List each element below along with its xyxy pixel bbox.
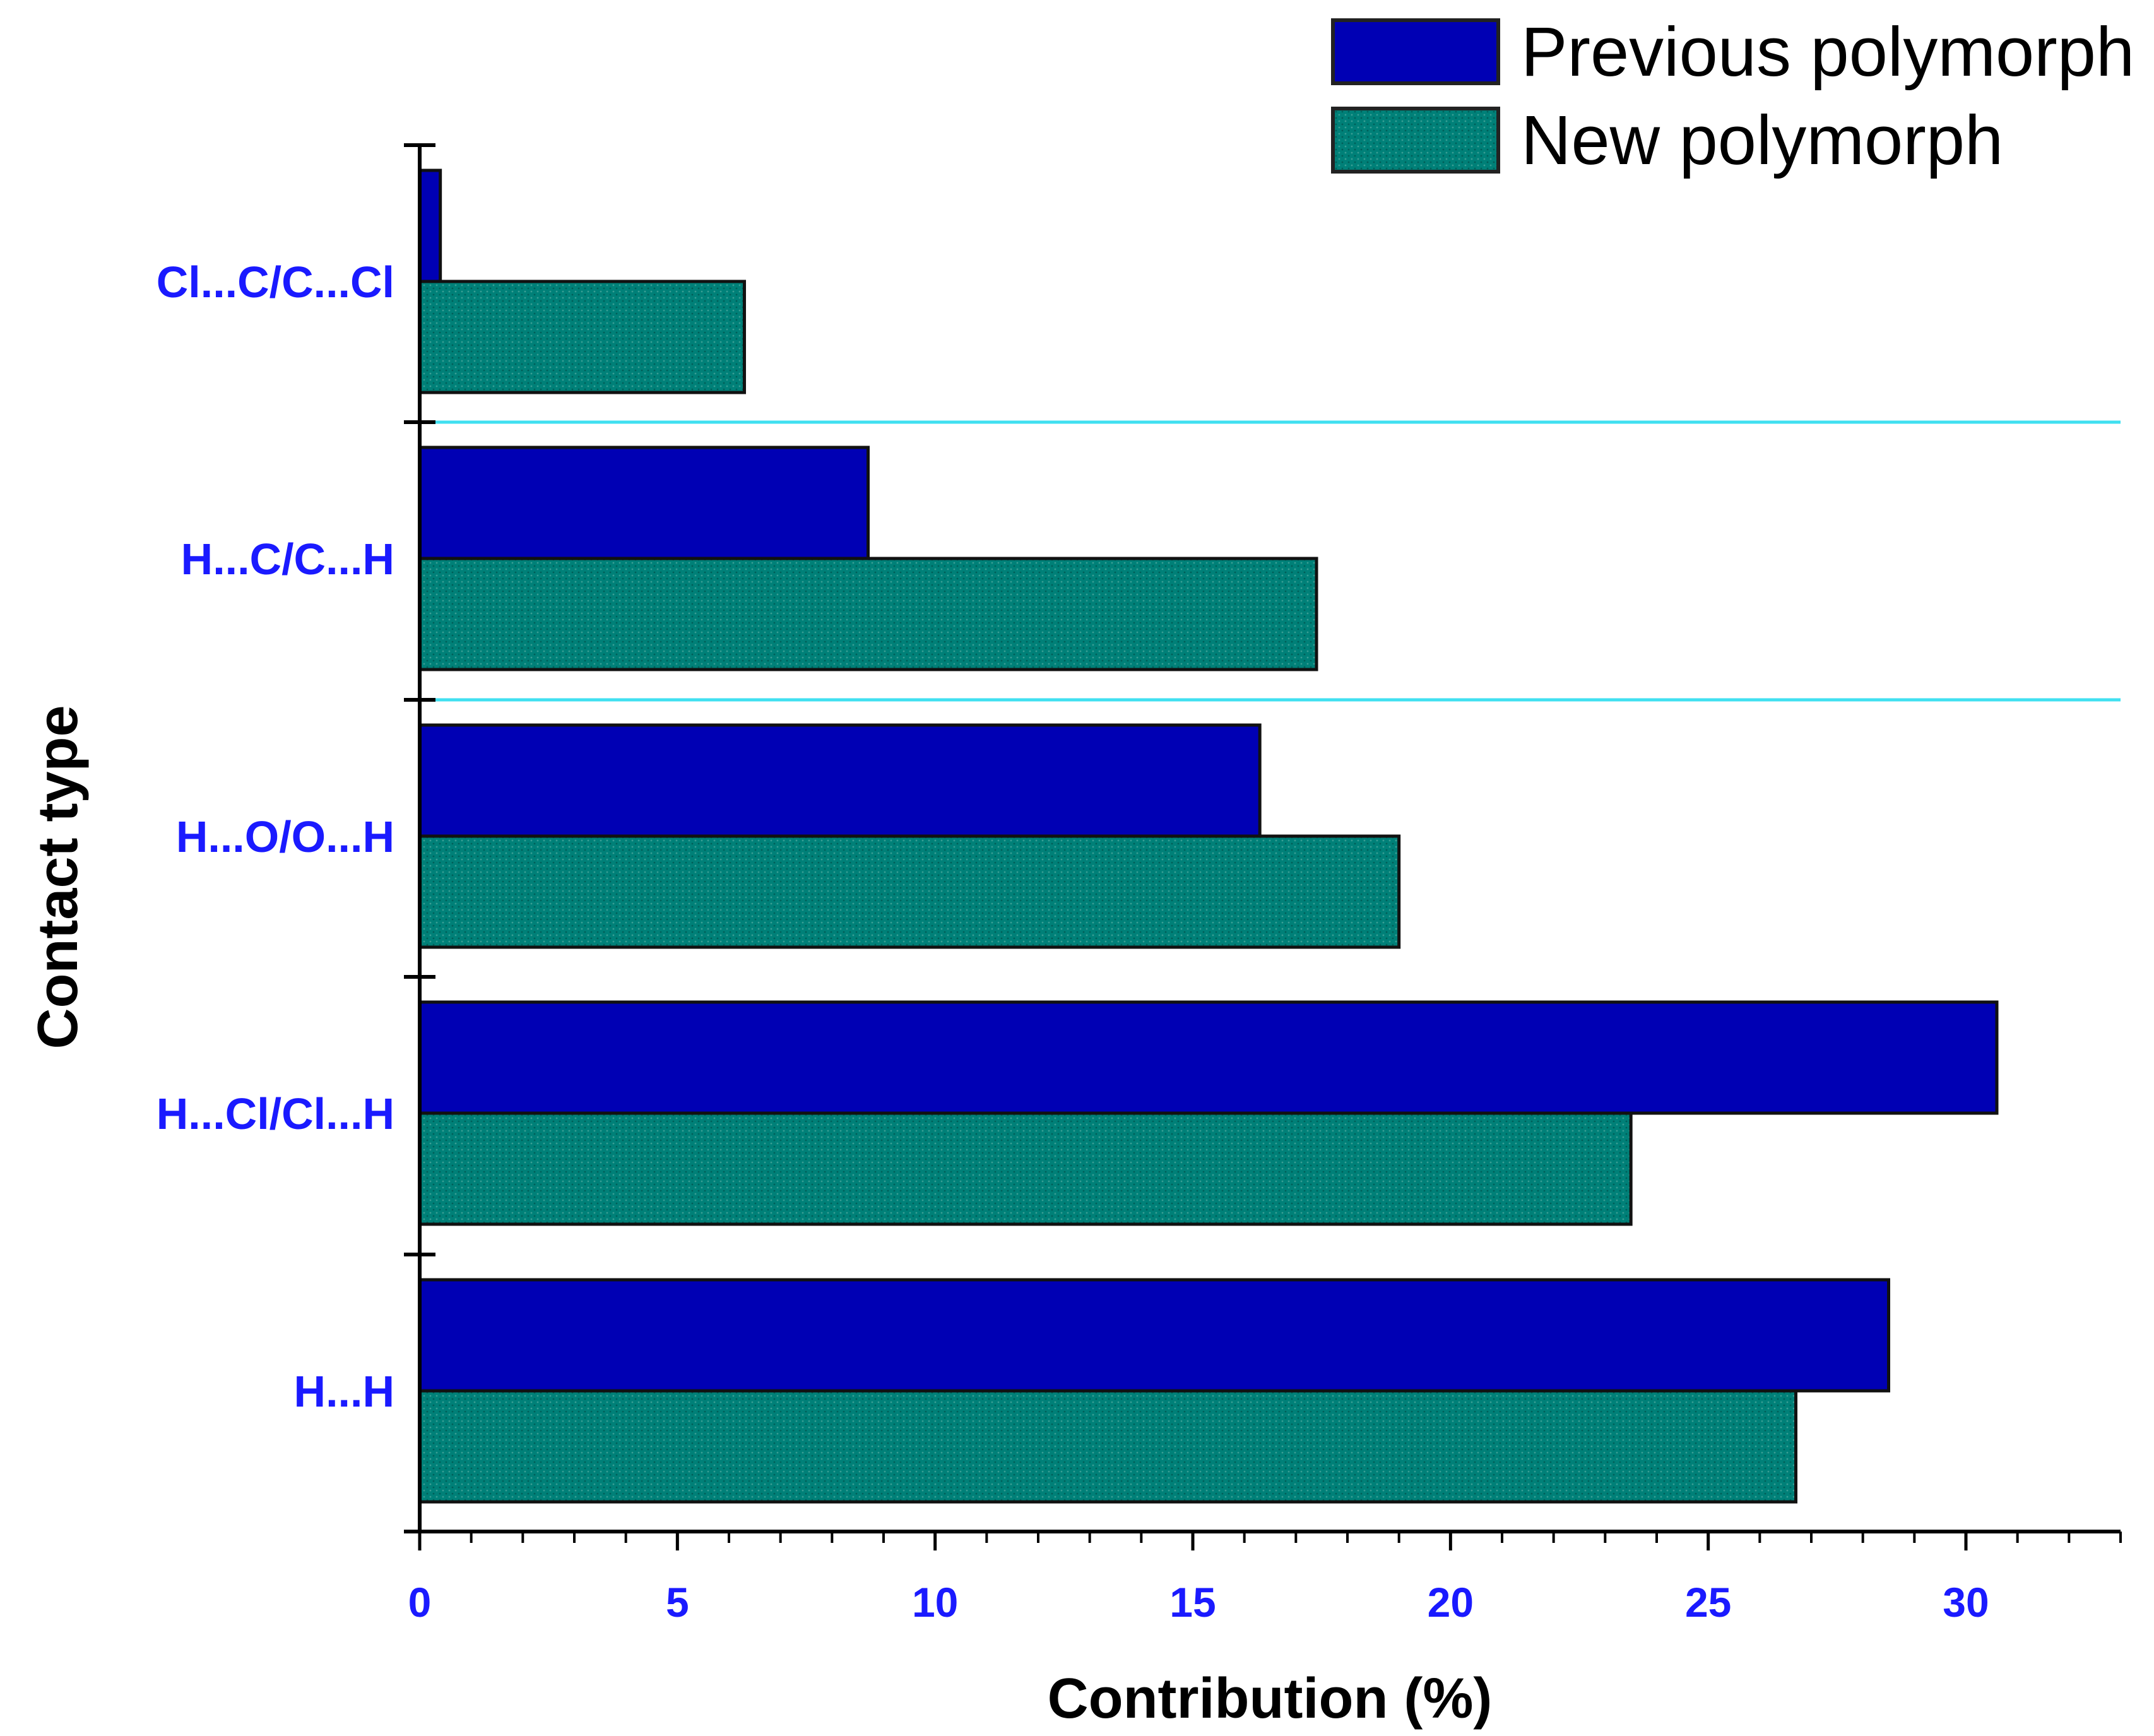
bar-previous-polymorph-h-cl-cl-h (418, 1000, 1999, 1115)
separator-lines (420, 420, 2121, 702)
x-tick-labels: 0 5 10 15 20 25 30 (408, 1579, 1989, 1626)
legend-label-new: New polymorph (1521, 102, 2003, 179)
x-tick-label-20: 20 (1428, 1579, 1474, 1626)
bar-new-polymorph-cl-c-c-cl (418, 280, 746, 394)
bar-new-polymorph-h-o-o-h (418, 834, 1401, 949)
category-label-h-o-o-h: H...O/O...H (176, 812, 394, 861)
legend-swatch-new (1331, 107, 1500, 174)
bars-group (418, 168, 1999, 1504)
x-tick-marks (418, 1532, 2122, 1550)
bar-new-polymorph-h-cl-cl-h (418, 1111, 1633, 1226)
bar-previous-polymorph-cl-c-c-cl (418, 168, 442, 283)
x-tick-label-25: 25 (1685, 1579, 1731, 1626)
axes-group (418, 145, 2121, 1533)
bar-new-polymorph-h-c-c-h (418, 557, 1318, 671)
y-tick-marks (404, 143, 435, 1533)
legend: Previous polymorph New polymorph (1331, 13, 2134, 179)
category-labels: Cl...C/C...Cl H...C/C...H H...O/O...H H...C… (157, 257, 394, 1416)
bar-new-polymorph-h-h (418, 1389, 1797, 1504)
x-tick-label-0: 0 (408, 1579, 432, 1626)
x-tick-label-10: 10 (912, 1579, 958, 1626)
bar-previous-polymorph-h-h (418, 1278, 1890, 1393)
category-label-cl-c-c-cl: Cl...C/C...Cl (157, 257, 394, 307)
x-tick-label-30: 30 (1943, 1579, 1989, 1626)
category-label-h-cl-cl-h: H...Cl/Cl...H (157, 1089, 394, 1138)
x-tick-label-5: 5 (666, 1579, 689, 1626)
legend-label-previous: Previous polymorph (1521, 13, 2134, 91)
bar-previous-polymorph-h-o-o-h (418, 723, 1262, 838)
category-label-h-h: H...H (294, 1367, 394, 1416)
y-axis-title: Contact type (27, 705, 90, 1049)
legend-swatch-previous (1331, 18, 1500, 85)
bar-previous-polymorph-h-c-c-h (418, 446, 870, 560)
category-label-h-c-c-h: H...C/C...H (181, 534, 394, 584)
x-axis-title: Contribution (%) (1048, 1667, 1493, 1730)
x-tick-label-15: 15 (1169, 1579, 1216, 1626)
